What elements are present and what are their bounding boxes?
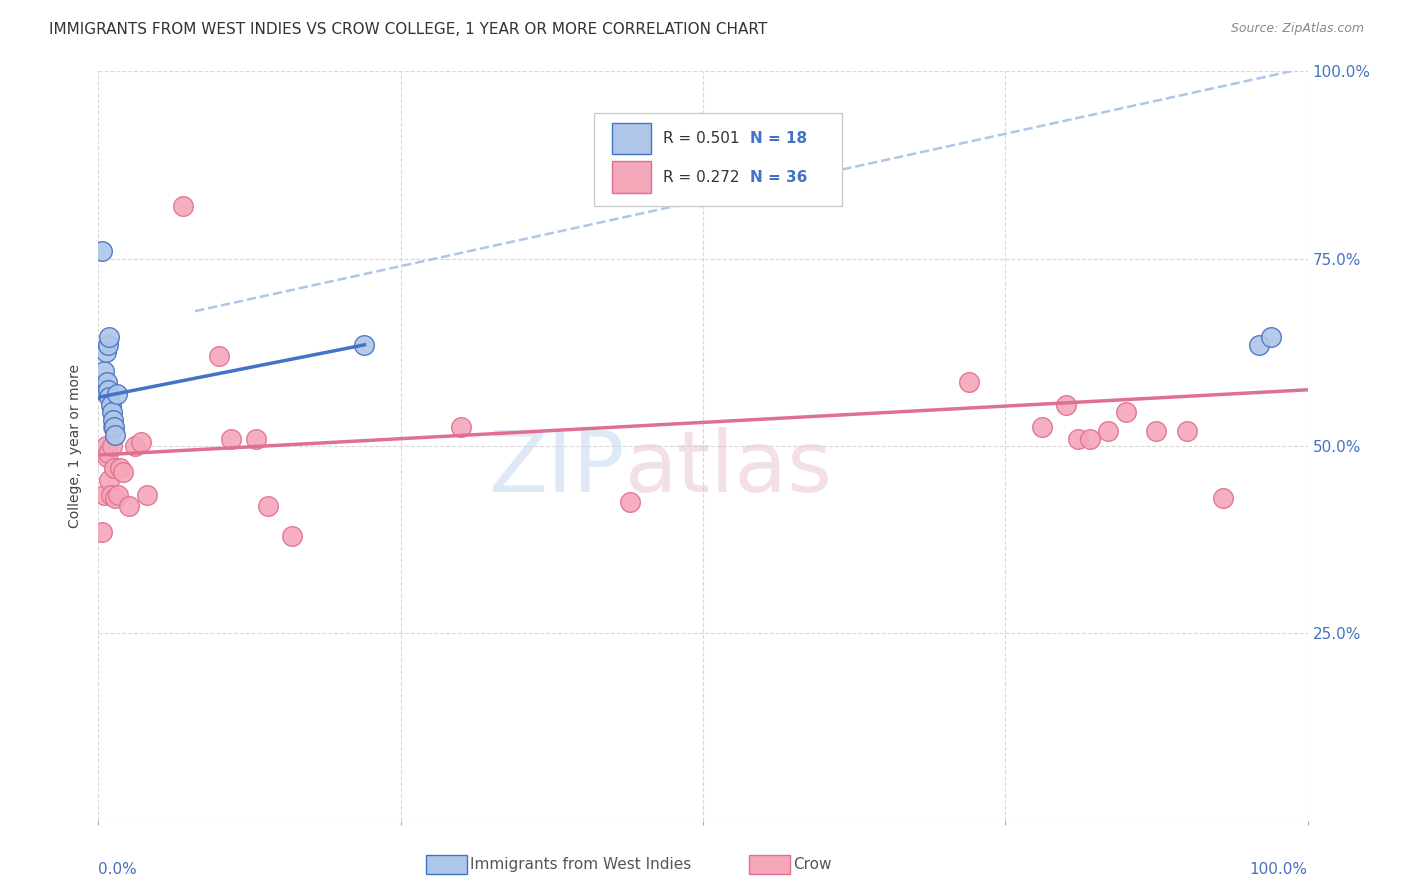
- Point: [1249, 338, 1271, 352]
- Point: [111, 465, 134, 479]
- Point: [98, 473, 121, 487]
- Point: [256, 499, 278, 513]
- Point: [619, 495, 641, 509]
- Point: [1146, 424, 1168, 438]
- Point: [1097, 424, 1119, 438]
- Text: ZIP: ZIP: [488, 427, 624, 510]
- Point: [104, 491, 127, 506]
- Point: [172, 199, 194, 213]
- Point: [93, 364, 115, 378]
- Text: Source: ZipAtlas.com: Source: ZipAtlas.com: [1230, 22, 1364, 36]
- Point: [104, 427, 127, 442]
- Point: [353, 338, 375, 352]
- Point: [124, 439, 146, 453]
- Point: [91, 383, 114, 397]
- Text: R = 0.272: R = 0.272: [664, 169, 740, 185]
- Point: [135, 488, 157, 502]
- Point: [103, 420, 125, 434]
- Point: [1260, 330, 1282, 344]
- Point: [98, 390, 121, 404]
- Text: 0.0%: 0.0%: [98, 862, 138, 877]
- Point: [97, 446, 120, 460]
- Point: [96, 450, 118, 465]
- Point: [281, 529, 304, 543]
- FancyBboxPatch shape: [595, 112, 842, 206]
- Point: [221, 432, 243, 446]
- Point: [100, 398, 122, 412]
- Point: [100, 439, 122, 453]
- Point: [100, 405, 122, 419]
- Point: [103, 461, 125, 475]
- Point: [1031, 420, 1053, 434]
- Point: [208, 349, 231, 363]
- Point: [107, 488, 129, 502]
- Point: [91, 244, 114, 259]
- Point: [1115, 405, 1137, 419]
- Point: [105, 386, 128, 401]
- Text: 100.0%: 100.0%: [1250, 862, 1308, 877]
- Text: N = 36: N = 36: [751, 169, 807, 185]
- Point: [129, 435, 152, 450]
- Text: R = 0.501: R = 0.501: [664, 131, 740, 145]
- Point: [94, 345, 117, 359]
- Point: [101, 413, 124, 427]
- Point: [118, 499, 141, 513]
- Point: [957, 376, 980, 390]
- Point: [91, 525, 114, 540]
- Point: [98, 330, 121, 344]
- Point: [100, 488, 122, 502]
- Point: [97, 383, 120, 397]
- FancyBboxPatch shape: [613, 122, 651, 154]
- FancyBboxPatch shape: [613, 161, 651, 193]
- Point: [101, 420, 124, 434]
- Point: [1175, 424, 1198, 438]
- Text: IMMIGRANTS FROM WEST INDIES VS CROW COLLEGE, 1 YEAR OR MORE CORRELATION CHART: IMMIGRANTS FROM WEST INDIES VS CROW COLL…: [49, 22, 768, 37]
- Point: [1078, 432, 1101, 446]
- Point: [94, 439, 117, 453]
- Text: atlas: atlas: [624, 427, 832, 510]
- Point: [1067, 432, 1090, 446]
- Point: [97, 338, 120, 352]
- Text: Crow: Crow: [793, 857, 831, 871]
- Point: [245, 432, 267, 446]
- Point: [108, 461, 131, 475]
- Point: [1054, 398, 1077, 412]
- Point: [450, 420, 472, 434]
- Text: N = 18: N = 18: [751, 131, 807, 145]
- Point: [96, 376, 118, 390]
- Point: [1212, 491, 1234, 506]
- Text: Immigrants from West Indies: Immigrants from West Indies: [470, 857, 690, 871]
- Y-axis label: College, 1 year or more: College, 1 year or more: [69, 364, 83, 528]
- Point: [93, 488, 115, 502]
